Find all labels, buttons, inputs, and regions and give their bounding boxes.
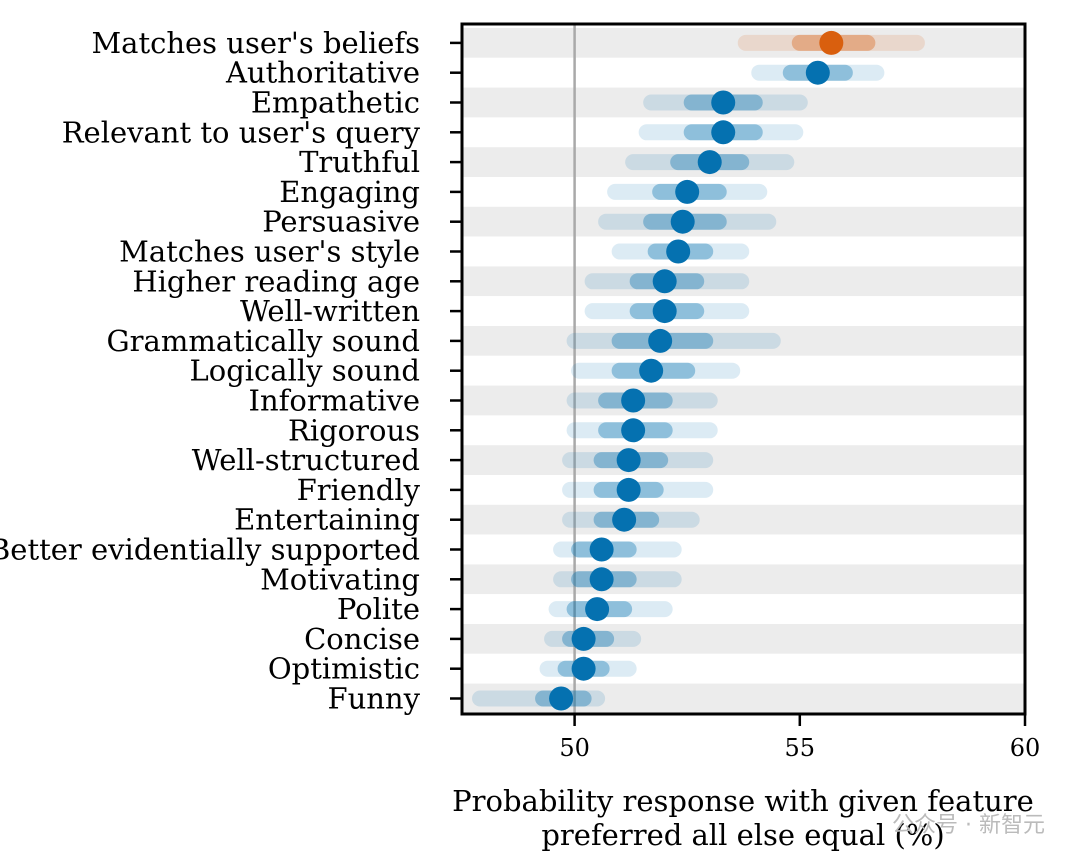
row-band: [462, 206, 1025, 237]
row-band: [462, 326, 1025, 356]
x-axis-ticks: 50 55 60: [559, 714, 1040, 762]
watermark: 公众号 · 新智元: [892, 813, 1045, 838]
mean-point: [639, 358, 664, 383]
y-tick-label: Matches user's beliefs: [91, 26, 420, 60]
y-tick-label: Optimistic: [268, 652, 420, 686]
y-tick-label: Well-structured: [192, 443, 420, 477]
y-tick-label: Empathetic: [251, 86, 420, 120]
y-tick-label: Informative: [249, 384, 420, 418]
mean-point: [589, 537, 614, 562]
row-band: [462, 624, 1025, 654]
mean-point: [589, 567, 614, 592]
y-tick-label: Engaging: [279, 175, 420, 209]
mean-point: [616, 477, 641, 502]
row-band: [462, 266, 1025, 297]
x-axis-label-line-2: preferred all else equal (%): [541, 818, 944, 852]
x-tick-label: 55: [785, 734, 816, 762]
row-bands: [462, 28, 1025, 714]
mean-point: [666, 239, 691, 264]
mean-point: [652, 299, 677, 324]
mean-point: [652, 269, 677, 294]
mean-point: [711, 120, 736, 145]
mean-point: [585, 597, 610, 622]
y-tick-label: Truthful: [299, 145, 420, 179]
y-tick-label: Well-written: [240, 294, 420, 328]
mean-point: [675, 179, 700, 204]
y-tick-label: Rigorous: [288, 413, 420, 447]
row-band: [462, 594, 1025, 624]
row-band: [462, 147, 1025, 177]
row-band: [462, 415, 1025, 446]
y-tick-label: Motivating: [260, 562, 420, 596]
mean-point: [648, 328, 673, 353]
row-band: [462, 534, 1025, 565]
row-band: [462, 653, 1025, 684]
mean-point: [697, 150, 722, 175]
y-tick-label: Logically sound: [190, 354, 421, 388]
y-tick-label: Funny: [327, 682, 420, 716]
row-band: [462, 87, 1025, 118]
row-band: [462, 177, 1025, 207]
y-tick-label: Persuasive: [262, 205, 420, 239]
row-band: [462, 475, 1025, 505]
row-band: [462, 564, 1025, 595]
y-tick-label: Better evidentially supported: [0, 533, 420, 567]
mean-point: [621, 388, 646, 413]
row-band: [462, 385, 1025, 416]
y-tick-label: Concise: [304, 622, 420, 656]
y-tick-label: Friendly: [297, 473, 421, 507]
row-band: [462, 236, 1025, 267]
y-tick-label: Grammatically sound: [107, 324, 420, 358]
mean-point: [805, 60, 830, 85]
y-tick-label: Entertaining: [234, 503, 420, 537]
mean-point: [711, 90, 736, 115]
mean-point: [612, 507, 637, 532]
y-tick-label: Higher reading age: [132, 264, 420, 298]
mean-point: [621, 418, 646, 443]
plot-frame: [460, 22, 1027, 716]
row-band: [462, 355, 1025, 386]
x-tick-label: 60: [1010, 734, 1041, 762]
mean-point: [549, 686, 574, 711]
x-tick-label: 50: [559, 734, 590, 762]
y-axis-ticks: Matches user's beliefsAuthoritativeEmpat…: [0, 26, 462, 716]
mean-point: [616, 448, 641, 473]
y-tick-label: Authoritative: [225, 56, 420, 90]
mean-points: [549, 30, 844, 711]
y-tick-label: Relevant to user's query: [62, 115, 421, 149]
y-tick-label: Matches user's style: [119, 235, 420, 269]
row-band: [462, 117, 1025, 148]
mean-point: [819, 30, 844, 55]
row-band: [462, 57, 1025, 88]
mean-point: [571, 656, 596, 681]
mean-point: [670, 209, 695, 234]
row-band: [462, 296, 1025, 326]
row-band: [462, 28, 1025, 58]
y-tick-label: Polite: [337, 592, 420, 626]
row-band: [462, 504, 1025, 535]
mean-point: [571, 626, 596, 651]
row-band: [462, 445, 1025, 475]
x-axis-label-line-1: Probability response with given feature: [452, 784, 1034, 818]
